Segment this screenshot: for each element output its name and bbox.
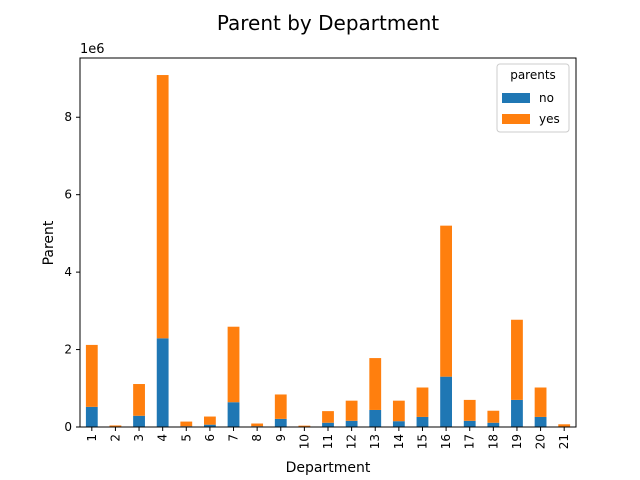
y-tick-label: 4 [64, 265, 72, 279]
bar-no-17 [463, 420, 476, 427]
x-tick-label: 11 [321, 434, 335, 449]
x-tick-label: 1 [85, 434, 99, 442]
legend-swatch-yes [502, 114, 530, 124]
bar-no-14 [392, 421, 405, 427]
bar-no-3 [133, 415, 145, 427]
x-tick-label: 6 [203, 434, 217, 442]
legend-label-no: no [539, 91, 554, 105]
y-tick-label: 0 [64, 420, 72, 434]
y-tick-label: 8 [64, 110, 72, 124]
bar-no-15 [416, 416, 429, 427]
bar-yes-6 [204, 416, 216, 425]
bar-yes-18 [487, 410, 500, 423]
legend-swatch-no [502, 93, 530, 103]
x-tick-label: 3 [132, 434, 146, 442]
bar-yes-5 [180, 421, 193, 427]
x-tick-label: 8 [250, 434, 264, 442]
x-tick-label: 7 [227, 434, 241, 442]
x-tick-label: 4 [156, 434, 170, 442]
bar-yes-4 [156, 75, 169, 339]
bar-no-18 [487, 422, 500, 427]
bar-yes-16 [440, 225, 452, 377]
x-axis-label: Department [286, 460, 371, 476]
x-tick-label: 19 [510, 434, 524, 449]
x-tick-label: 10 [297, 434, 311, 449]
bar-no-9 [274, 418, 287, 427]
bar-no-4 [156, 338, 169, 427]
legend-label-yes: yes [539, 112, 560, 126]
x-tick-label: 2 [108, 434, 122, 442]
legend-title: parents [510, 68, 556, 82]
bar-yes-14 [392, 400, 405, 422]
x-tick-label: 16 [439, 434, 453, 449]
x-tick-label: 9 [274, 434, 288, 442]
x-tick-label: 5 [179, 434, 193, 442]
bar-no-7 [227, 402, 240, 427]
x-tick-label: 21 [557, 434, 571, 449]
bar-no-16 [440, 376, 452, 427]
bar-no-11 [322, 422, 334, 427]
bar-yes-12 [345, 400, 358, 421]
bars-group [85, 75, 571, 427]
bar-yes-21 [558, 424, 571, 427]
bar-no-20 [534, 416, 547, 427]
bar-yes-10 [298, 425, 311, 427]
bar-yes-11 [322, 411, 334, 423]
legend: parents no yes [496, 63, 570, 133]
x-tick-label: 20 [534, 434, 548, 449]
chart-title: Parent by Department [217, 11, 439, 35]
bar-no-6 [204, 424, 216, 427]
x-tick-label: 17 [463, 434, 477, 449]
x-tick-label: 14 [392, 434, 406, 449]
x-tick-label: 15 [415, 434, 429, 449]
bar-no-13 [369, 409, 382, 427]
x-tick-label: 18 [486, 434, 500, 449]
bar-no-19 [511, 399, 523, 427]
y-tick-label: 2 [64, 343, 72, 357]
y-axis-offset-label: 1e6 [80, 42, 105, 57]
x-tick-label: 13 [368, 434, 382, 449]
bar-yes-20 [534, 387, 547, 417]
bar-yes-17 [463, 399, 476, 421]
bar-yes-2 [109, 425, 122, 427]
bar-no-1 [85, 406, 98, 427]
bar-yes-13 [369, 358, 382, 410]
y-tick-label: 6 [64, 188, 72, 202]
bar-yes-9 [274, 394, 287, 419]
bar-yes-8 [251, 423, 264, 427]
bar-yes-7 [227, 326, 240, 403]
bar-no-12 [345, 420, 358, 427]
x-tick-label: 12 [345, 434, 359, 449]
bar-yes-19 [511, 319, 523, 400]
bar-yes-1 [85, 344, 98, 407]
y-axis-label: Parent [41, 220, 57, 265]
bar-yes-15 [416, 387, 429, 417]
bar-yes-3 [133, 384, 145, 416]
